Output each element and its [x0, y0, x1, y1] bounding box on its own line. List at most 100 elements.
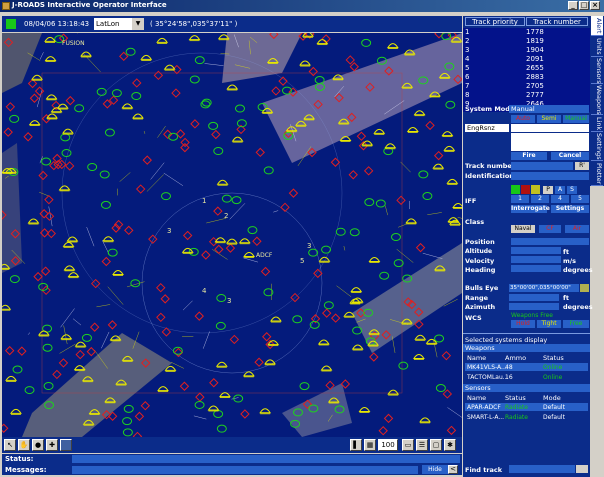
hostile-track-symbol[interactable] [10, 256, 21, 266]
unknown-track-symbol[interactable] [337, 118, 350, 124]
track-vector[interactable] [385, 205, 388, 216]
unknown-track-symbol[interactable] [45, 94, 58, 100]
hostile-track-symbol[interactable] [442, 389, 453, 399]
unknown-track-symbol[interactable] [82, 419, 95, 425]
friendly-track-symbol[interactable] [309, 320, 320, 329]
friendly-track-symbol[interactable] [9, 275, 20, 284]
friendly-track-symbol[interactable] [99, 170, 110, 179]
track-vector[interactable] [231, 397, 239, 400]
friendly-track-symbol[interactable] [200, 100, 211, 109]
unknown-track-symbol[interactable] [44, 56, 57, 62]
hostile-track-symbol[interactable] [175, 129, 186, 139]
hostile-track-symbol[interactable] [384, 66, 394, 76]
friendly-track-symbol[interactable] [60, 133, 71, 142]
unknown-track-symbol[interactable] [132, 113, 144, 119]
hostile-track-symbol[interactable] [173, 347, 184, 358]
unknown-track-symbol[interactable] [349, 298, 362, 304]
hostile-track-symbol[interactable] [124, 225, 134, 236]
hostile-track-symbol[interactable] [64, 161, 75, 171]
track-vector[interactable] [170, 361, 184, 369]
hostile-track-symbol[interactable] [330, 313, 341, 323]
unknown-track-symbol[interactable] [405, 218, 418, 224]
hostile-track-symbol[interactable] [305, 33, 315, 39]
hostile-track-symbol[interactable] [288, 188, 299, 198]
friendly-track-symbol[interactable] [74, 104, 85, 113]
hostile-track-symbol[interactable] [378, 426, 388, 436]
hostile-track-symbol[interactable] [347, 112, 357, 123]
track-row[interactable]: 7 2705 [463, 82, 590, 91]
unknown-track-symbol[interactable] [188, 35, 201, 41]
unknown-track-symbol[interactable] [317, 339, 330, 345]
unknown-track-symbol[interactable] [112, 269, 124, 275]
track-vector[interactable] [396, 248, 414, 263]
ruler-icon[interactable]: ▭ [402, 439, 414, 451]
unknown-track-symbol[interactable] [215, 361, 228, 367]
unknown-track-symbol[interactable] [351, 297, 364, 303]
track-vector[interactable] [400, 161, 411, 173]
hostile-track-symbol[interactable] [240, 409, 250, 419]
hostile-track-symbol[interactable] [10, 229, 21, 239]
unknown-track-symbol[interactable] [406, 126, 419, 132]
hostile-track-symbol[interactable] [161, 327, 172, 337]
hostile-track-symbol[interactable] [330, 157, 341, 167]
hostile-track-symbol[interactable] [41, 114, 52, 124]
friendly-track-symbol[interactable] [263, 166, 274, 175]
hostile-track-symbol[interactable] [214, 244, 224, 255]
unknown-track-symbol[interactable] [316, 39, 329, 45]
hostile-track-symbol[interactable] [403, 297, 413, 307]
hostile-track-symbol[interactable] [113, 219, 124, 230]
track-vector[interactable] [72, 318, 82, 326]
unknown-track-symbol[interactable] [303, 114, 316, 120]
class-cf-button[interactable]: CF [539, 225, 561, 233]
hostile-track-symbol[interactable] [156, 282, 166, 293]
friendly-track-symbol[interactable] [376, 56, 387, 65]
unknown-track-symbol[interactable] [367, 340, 380, 346]
hostile-track-symbol[interactable] [180, 137, 190, 148]
track-vector[interactable] [5, 175, 9, 179]
hostile-track-symbol[interactable] [119, 51, 129, 62]
unknown-track-symbol[interactable] [5, 167, 17, 173]
grid-icon[interactable]: ▦ [364, 439, 376, 451]
hostile-track-symbol[interactable] [195, 392, 205, 402]
hostile-track-symbol[interactable] [290, 292, 300, 303]
friendly-track-symbol[interactable] [390, 233, 401, 242]
unknown-track-symbol[interactable] [302, 33, 314, 37]
friendly-track-symbol[interactable] [131, 92, 142, 101]
hostile-track-symbol[interactable] [209, 378, 219, 388]
list-icon[interactable]: ☰ [416, 439, 428, 451]
unknown-track-symbol[interactable] [214, 237, 227, 243]
friendly-track-symbol[interactable] [283, 131, 294, 140]
friendly-track-symbol[interactable] [361, 38, 372, 47]
friendly-track-symbol[interactable] [122, 417, 133, 426]
unknown-track-symbol[interactable] [243, 252, 256, 258]
unknown-track-symbol[interactable] [358, 407, 371, 413]
friendly-track-symbol[interactable] [402, 274, 413, 283]
track-vector[interactable] [234, 64, 251, 69]
track-priority-header[interactable]: Track priority [465, 17, 525, 26]
friendly-track-symbol[interactable] [308, 248, 319, 257]
friendly-track-symbol[interactable] [290, 419, 301, 428]
friendly-track-symbol[interactable] [445, 100, 456, 109]
hostile-track-symbol[interactable] [334, 93, 344, 103]
hostile-track-symbol[interactable] [313, 99, 323, 110]
friendly-track-symbol[interactable] [213, 409, 224, 418]
unknown-track-symbol[interactable] [238, 238, 251, 244]
friendly-track-symbol[interactable] [422, 192, 433, 201]
hostile-track-symbol[interactable] [252, 236, 262, 246]
tab-units[interactable]: Units [591, 37, 603, 57]
unknown-track-symbol[interactable] [414, 334, 427, 340]
hostile-track-symbol[interactable] [225, 243, 236, 253]
friendly-track-symbol[interactable] [208, 121, 219, 130]
unknown-track-symbol[interactable] [446, 178, 459, 184]
hostile-track-symbol[interactable] [108, 95, 119, 105]
hostile-track-symbol[interactable] [298, 33, 308, 41]
iff-settings-button[interactable]: Settings [551, 205, 589, 213]
fire-button[interactable]: Fire [511, 152, 547, 160]
friendly-track-symbol[interactable] [81, 333, 92, 342]
class-naval-button[interactable]: Naval [511, 225, 535, 233]
friendly-track-symbol[interactable] [111, 89, 122, 98]
iff-p-button[interactable]: P [543, 186, 553, 194]
unknown-track-symbol[interactable] [413, 110, 426, 116]
unknown-track-symbol[interactable] [368, 256, 381, 262]
unknown-track-symbol[interactable] [261, 107, 274, 113]
